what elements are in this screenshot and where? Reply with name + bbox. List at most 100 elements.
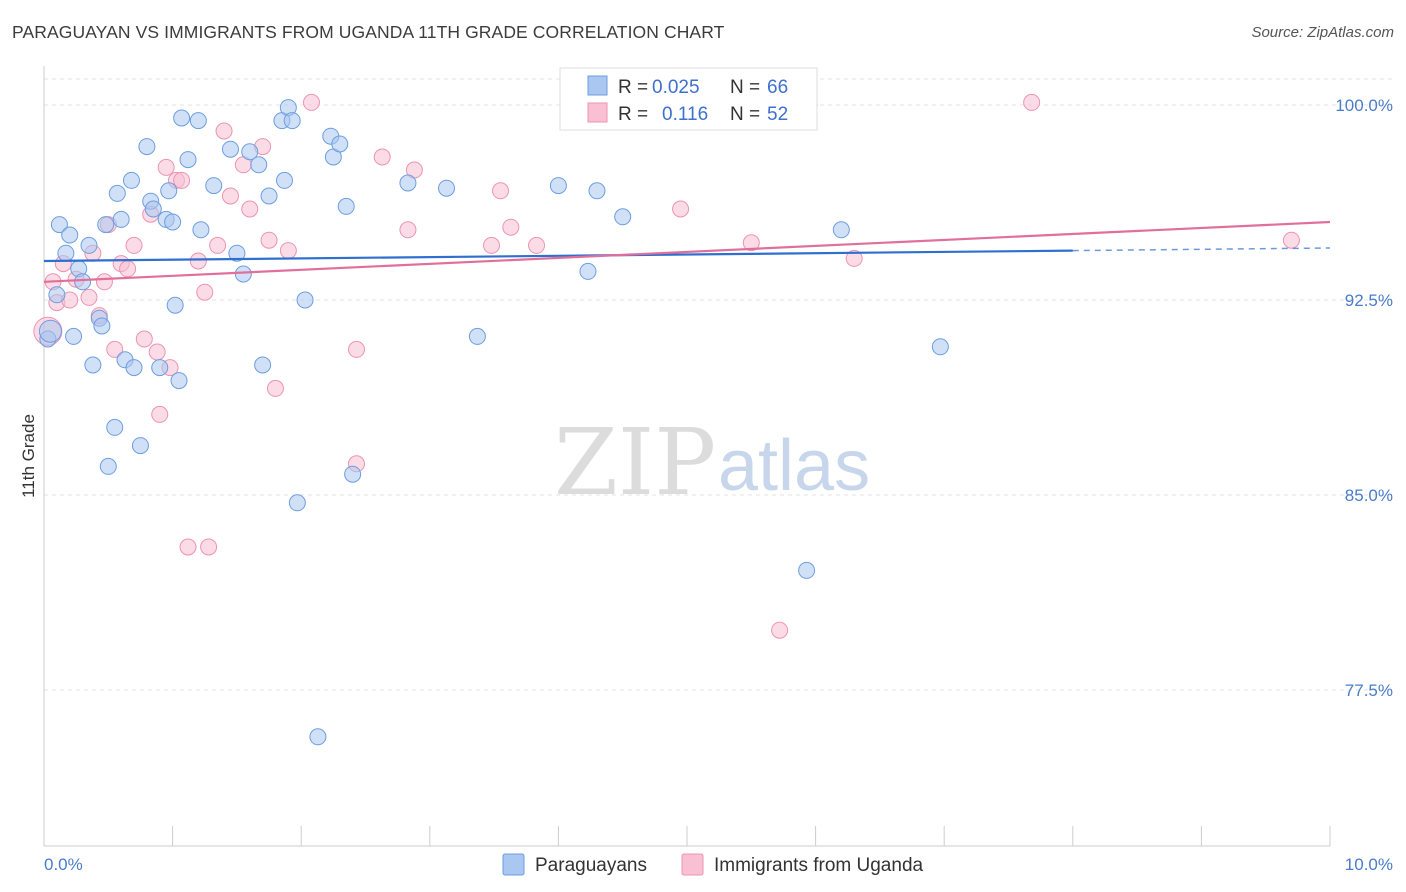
point-paraguayans-38 (234, 265, 252, 283)
point-uganda-47 (742, 234, 760, 252)
point-paraguayans-30 (170, 372, 188, 390)
point-uganda-23 (179, 538, 197, 556)
point-paraguayans-27 (160, 182, 178, 200)
point-paraguayans-61 (614, 208, 632, 226)
point-uganda-22 (173, 171, 191, 189)
bottom-legend-swatch-uganda (681, 853, 704, 876)
point-uganda-15 (135, 330, 153, 348)
point-uganda-50 (1023, 93, 1041, 111)
trend-line-paraguayans (43, 249, 1073, 263)
point-paraguayans-39 (241, 143, 259, 161)
point-paraguayans-65 (931, 338, 949, 356)
point-paraguayans-49 (309, 728, 327, 746)
point-paraguayans-6 (65, 327, 83, 345)
point-paraguayans-4 (57, 244, 75, 262)
trend-lines (43, 220, 1331, 283)
point-paraguayans-31 (173, 109, 191, 127)
point-paraguayans-19 (122, 171, 140, 189)
point-paraguayans-48 (296, 291, 314, 309)
point-uganda-17 (148, 343, 166, 361)
point-paraguayans-22 (138, 138, 156, 156)
point-paraguayans-25 (151, 359, 169, 377)
point-uganda-42 (483, 236, 501, 254)
point-paraguayans-35 (205, 177, 223, 195)
legend-n-label-2: N = (730, 104, 760, 125)
point-uganda-6 (80, 288, 98, 306)
point-paraguayans-44 (275, 171, 293, 189)
point-paraguayans-36 (221, 140, 239, 158)
legend-swatch-uganda (587, 102, 608, 123)
watermark-zip: ZIP (554, 409, 716, 516)
point-uganda-37 (347, 340, 365, 358)
legend-swatch-paraguayans (587, 75, 608, 96)
point-paraguayans-64 (832, 221, 850, 239)
point-paraguayans-2 (48, 286, 66, 304)
point-paraguayans-56 (438, 179, 456, 197)
legend-r-value-2: 0.116 (662, 104, 708, 125)
point-paraguayans-13 (97, 216, 115, 234)
point-uganda-14 (125, 236, 143, 254)
point-paraguayans-33 (189, 112, 207, 130)
watermark: ZIP atlas (554, 409, 870, 516)
point-uganda-45 (528, 236, 546, 254)
point-paraguayans-53 (337, 197, 355, 215)
legend-r-value-1: 0.025 (652, 77, 700, 98)
point-uganda-11 (106, 340, 124, 358)
point-uganda-26 (200, 538, 218, 556)
y-tick-label-3: 77.5% (1345, 681, 1393, 700)
point-paraguayans-21 (131, 437, 149, 455)
trend-line-paraguayans-extension (1072, 247, 1331, 252)
point-uganda-33 (260, 231, 278, 249)
y-tick-labels: 100.0% 92.5% 85.0% 77.5% (1335, 96, 1393, 700)
point-paraguayans-62 (798, 561, 816, 579)
series-uganda-points (33, 93, 1300, 639)
bottom-legend-swatch-paraguayans (502, 853, 525, 876)
point-uganda-43 (492, 182, 510, 200)
y-axis-label: 11th Grade (19, 414, 38, 498)
point-paraguayans-14 (99, 457, 117, 475)
bottom-legend-label-paraguayans: Paraguayans (535, 855, 647, 876)
y-tick-label-2: 85.0% (1345, 486, 1393, 505)
chart-title: PARAGUAYAN VS IMMIGRANTS FROM UGANDA 11T… (12, 22, 725, 42)
watermark-atlas: atlas (718, 426, 870, 506)
x-tick-label-1: 10.0% (1345, 855, 1393, 874)
point-paraguayans-17 (112, 210, 130, 228)
point-uganda-29 (221, 187, 239, 205)
point-uganda-31 (241, 200, 259, 218)
point-uganda-19 (157, 158, 175, 176)
point-paraguayans-10 (84, 356, 102, 374)
point-paraguayans-3 (50, 216, 68, 234)
point-uganda-13 (119, 260, 137, 278)
point-paraguayans-9 (80, 236, 98, 254)
point-paraguayans-24 (144, 200, 162, 218)
point-paraguayans-34 (192, 221, 210, 239)
point-paraguayans-8 (74, 273, 92, 291)
bottom-legend-label-uganda: Immigrants from Uganda (714, 855, 924, 876)
x-tick-labels: 0.0% 10.0% (44, 855, 1393, 874)
point-uganda-18 (151, 405, 169, 423)
point-paraguayans-46 (283, 112, 301, 130)
point-uganda-34 (266, 379, 284, 397)
point-paraguayans-28 (164, 213, 182, 231)
point-paraguayans-37 (228, 244, 246, 262)
point-paraguayans-57 (468, 327, 486, 345)
y-tick-label-1: 92.5% (1345, 291, 1393, 310)
point-uganda-51 (1282, 231, 1300, 249)
point-uganda-48 (771, 621, 789, 639)
point-paraguayans-5 (61, 226, 79, 244)
point-paraguayans-42 (260, 187, 278, 205)
point-paraguayans-40 (250, 156, 268, 174)
legend-n-value-1: 66 (767, 77, 788, 98)
point-uganda-40 (399, 221, 417, 239)
point-paraguayans-12 (93, 317, 111, 335)
source-label: Source: ZipAtlas.com (1251, 24, 1394, 41)
point-paraguayans-41 (254, 356, 272, 374)
point-uganda-36 (302, 93, 320, 111)
legend-r-label-2: R = (618, 104, 648, 125)
axes (43, 66, 1331, 847)
point-uganda-35 (279, 242, 297, 260)
point-uganda-49 (845, 249, 863, 267)
point-uganda-28 (215, 122, 233, 140)
legend-n-label-1: N = (730, 77, 760, 98)
point-paraguayans-52 (331, 135, 349, 153)
